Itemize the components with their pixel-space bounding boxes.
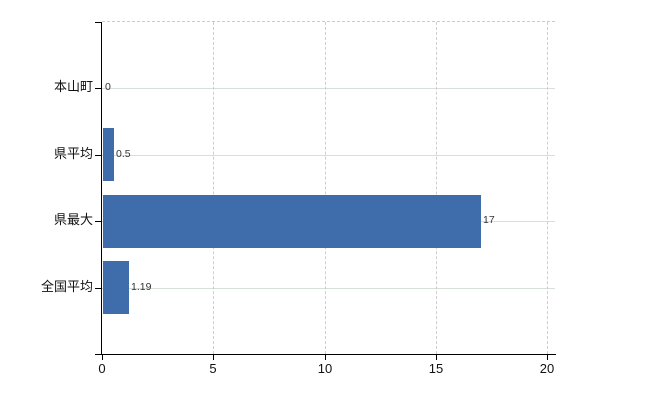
bar-value-label: 0 [105,81,111,93]
x-axis-tick [436,355,437,360]
bar-value-label: 17 [483,214,495,226]
y-axis-tick [95,22,101,23]
gridline-vertical [213,22,214,354]
x-axis-line [95,354,556,355]
y-axis-tick [95,155,101,156]
x-axis-tick-label: 15 [428,361,444,376]
gridline-vertical [547,22,548,354]
x-axis-tick-label: 0 [98,361,106,376]
y-axis-category-label: 県最大 [53,212,93,227]
x-axis-tick-label: 5 [209,361,217,376]
bar-value-label: 0.5 [116,148,131,160]
y-axis-category-label: 本山町 [53,79,93,94]
plot-top-border [102,21,555,22]
y-axis-line [101,22,102,355]
gridline-horizontal [102,88,555,89]
gridline-vertical [436,22,437,354]
y-axis-category-label: 県平均 [53,146,93,161]
bar-value-label: 1.19 [131,281,152,293]
gridline-vertical [325,22,326,354]
y-axis-tick [95,88,101,89]
y-axis-category-label: 全国平均 [40,279,93,294]
x-axis-tick [213,355,214,360]
gridline-horizontal [102,155,555,156]
x-axis-tick [325,355,326,360]
x-axis-tick [547,355,548,360]
gridline-horizontal [102,288,555,289]
x-axis-tick-label: 10 [317,361,333,376]
y-axis-tick [95,288,101,289]
bar [103,195,481,248]
bar [103,261,129,314]
bar [103,128,114,181]
x-axis-tick-label: 20 [539,361,555,376]
x-axis-tick [102,355,103,360]
y-axis-tick [95,221,101,222]
